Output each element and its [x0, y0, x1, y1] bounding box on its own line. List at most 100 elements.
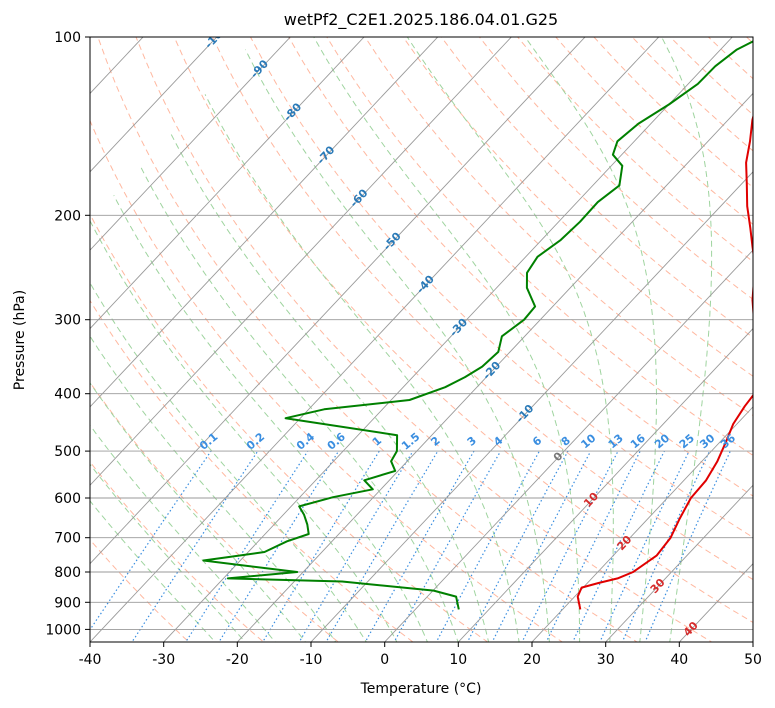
- y-tick-label: 600: [54, 491, 81, 507]
- moist-adiabat-line: [244, 49, 550, 642]
- mixing-ratio-label: 6: [530, 434, 544, 449]
- mixing-ratio-label: 20: [652, 431, 672, 451]
- moist-adiabat-line: [204, 94, 520, 642]
- moist-adiabats: [90, 37, 713, 642]
- mixing-ratio-line: [131, 450, 259, 642]
- x-tick-label: -10: [300, 652, 323, 668]
- y-tick-label: 700: [54, 531, 81, 547]
- x-tick-label: 10: [449, 652, 467, 668]
- mixing-ratio-line: [521, 450, 619, 642]
- y-tick-label: 200: [54, 208, 81, 224]
- y-tick-label: 300: [54, 313, 81, 329]
- mixing-ratio-label: 8: [559, 434, 573, 449]
- dry-adiabat-line: [707, 37, 753, 80]
- isotherm-line: [678, 563, 753, 642]
- mixing-ratio-line: [262, 450, 380, 642]
- mixing-ratio-label: 0.2: [244, 430, 267, 452]
- y-tick-label: 400: [54, 387, 81, 403]
- x-tick-label: -40: [79, 652, 102, 668]
- isotherm-line: [163, 37, 733, 642]
- isotherm-line: [236, 92, 753, 642]
- mixing-ratio-line: [364, 450, 475, 642]
- moist-adiabat-line: [90, 424, 276, 642]
- isotherm-line: [90, 37, 660, 642]
- moist-adiabat-line: [90, 281, 367, 642]
- isotherms: [90, 37, 753, 642]
- moist-adiabat-line: [169, 132, 490, 642]
- isotherm-line: [90, 37, 586, 565]
- dry-adiabat-line: [326, 37, 753, 457]
- moist-adiabat-line: [90, 500, 216, 642]
- mixing-ratio-label: 1: [370, 434, 384, 449]
- isotherm-line: [531, 406, 753, 642]
- mixing-ratio-line: [185, 450, 309, 642]
- y-tick-label: 100: [54, 30, 81, 46]
- mixing-ratio-label: 4: [491, 434, 505, 449]
- moist-adiabat-line: [90, 382, 307, 642]
- moist-adiabat-line: [90, 219, 398, 642]
- mixing-ratio-label: 25: [677, 432, 697, 452]
- isotherm-line: [310, 171, 753, 642]
- dry-adiabat-line: [745, 37, 753, 44]
- y-tick-label: 800: [54, 565, 81, 581]
- x-tick-label: 30: [597, 652, 615, 668]
- y-tick-label: 1000: [45, 622, 81, 638]
- profiles: [202, 40, 753, 610]
- dry-adiabat-line: [173, 37, 753, 624]
- mixing-ratio-label: 0.4: [294, 430, 318, 453]
- dry-adiabats: [90, 37, 753, 642]
- x-tick-label: 40: [670, 652, 688, 668]
- isotherm-line: [90, 37, 439, 408]
- dry-adiabat-line: [478, 37, 753, 300]
- plot-area: 0.1 0.2 0.4 0.6 1 1.5 2 3 4 6 8 10 13 16 20 25 30 36-100-…: [90, 37, 753, 642]
- dry-adiabat-line: [211, 37, 753, 581]
- dry-adiabat-line: [402, 37, 753, 377]
- mixing-ratio-label: 2: [428, 434, 442, 449]
- moist-adiabat-line: [313, 37, 581, 642]
- x-axis: -40 -30 -20 -10 0 10 20 30 40 50: [79, 642, 762, 668]
- plot-frame: [89, 36, 754, 643]
- x-tick-label: 20: [523, 652, 541, 668]
- isotherm-line: [457, 327, 753, 642]
- isotherm-line: [752, 641, 753, 642]
- mixing-ratio-line: [545, 450, 641, 642]
- y-tick-label: 500: [54, 444, 81, 460]
- mixing-ratio-label: 0.1: [197, 430, 220, 452]
- isotherm-line: [90, 37, 365, 330]
- temperature-profile: [576, 113, 753, 610]
- isotherm-line: [90, 37, 291, 251]
- moist-adiabat-line: [139, 165, 459, 642]
- dry-adiabat-line: [364, 37, 753, 417]
- isotherm-line: [90, 37, 512, 486]
- x-tick-label: -30: [152, 652, 175, 668]
- isotherm-line: [384, 249, 753, 642]
- mixing-ratio-label: 36: [718, 431, 738, 451]
- pressure-gridlines: [90, 37, 753, 630]
- moist-adiabat-line: [90, 335, 337, 642]
- x-axis-title: Temperature (°C): [360, 681, 482, 697]
- mixing-ratio-label: 13: [606, 432, 626, 452]
- moist-adiabat-line: [661, 37, 713, 642]
- isotherm-line: [90, 37, 218, 173]
- mixing-ratio-label: 3: [465, 434, 479, 449]
- dry-adiabat-line: [90, 213, 489, 642]
- dry-adiabat-line: [135, 37, 713, 642]
- y-tick-label: 900: [54, 595, 81, 611]
- mixing-ratio-label: 10: [578, 431, 598, 451]
- x-tick-label: -20: [226, 652, 249, 668]
- dry-adiabat-line: [90, 119, 564, 642]
- y-axis: 100 200 300 400 500 600 700 800 900 1000: [45, 30, 90, 638]
- dry-adiabat-line: [90, 461, 265, 642]
- chart-title: wetPf2_C2E1.2025.186.04.01.G25: [284, 10, 558, 30]
- mixing-ratio-label: 16: [628, 431, 648, 451]
- moist-adiabat-line: [524, 37, 657, 642]
- x-tick-label: 0: [380, 652, 389, 668]
- mixing-ratio-line: [435, 450, 540, 642]
- moist-adiabat-line: [406, 37, 614, 642]
- dry-adiabat-line: [440, 37, 753, 339]
- moist-adiabat-line: [113, 195, 429, 642]
- dry-adiabat-line: [593, 37, 753, 189]
- dewpoint-profile: [202, 40, 753, 610]
- y-axis-title: Pressure (hPa): [12, 290, 28, 390]
